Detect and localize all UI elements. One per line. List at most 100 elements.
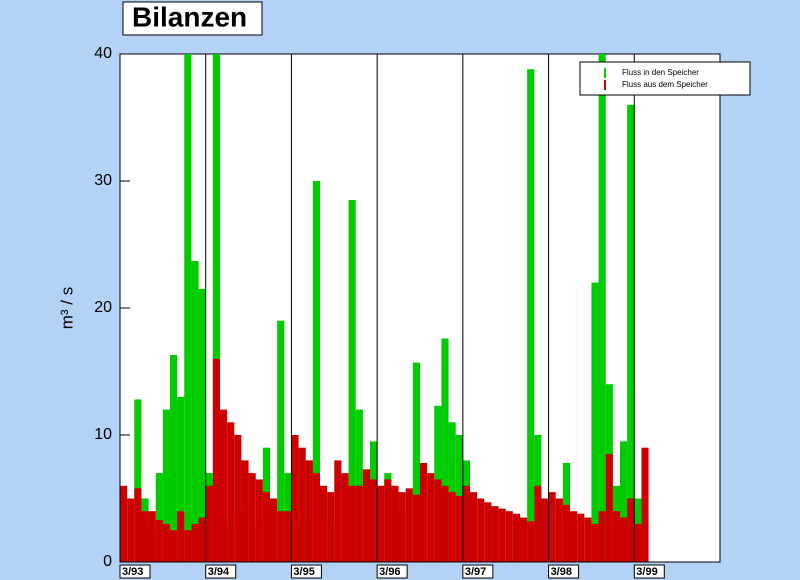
bar [177,511,185,562]
bar [398,492,406,562]
bar [470,492,478,562]
bar [605,454,613,562]
bar [477,498,485,562]
bar [248,473,256,562]
bar [462,485,470,562]
bar [277,511,285,562]
y-tick-label: 10 [94,426,112,443]
x-label-box [548,564,580,579]
bar [212,54,220,562]
x-tick-label: 3/94 [208,566,230,578]
bar [620,517,628,562]
bar [134,399,142,562]
bar [270,498,278,562]
bar [170,530,178,562]
x-tick-label: 3/93 [122,566,143,578]
bar [198,517,206,562]
bar [320,485,328,562]
bar [305,460,313,562]
bar [512,513,520,562]
bar [162,523,170,562]
bar [641,447,649,562]
bar [234,435,242,562]
bar [534,485,542,562]
bar [284,511,292,562]
bar [191,523,199,562]
y-tick-label: 40 [94,45,112,62]
bar [362,469,370,562]
bar [162,409,170,562]
x-label-box [633,564,665,579]
bar [562,504,570,562]
bar [141,511,149,562]
bar [620,441,628,562]
bar [527,521,535,562]
x-tick-label: 3/95 [293,566,314,578]
bar [370,479,378,562]
x-tick-label: 3/96 [379,566,400,578]
bar [555,498,563,562]
bar [327,492,335,562]
bar [627,498,635,562]
bar [155,473,163,562]
bar [498,508,506,562]
bar [405,488,413,562]
bar [277,320,285,562]
legend-label: Fluss in den Speicher [622,68,699,77]
bar [291,435,299,562]
y-tick-label: 20 [94,299,112,316]
bar [262,492,270,562]
bar [177,396,185,562]
bar [434,479,442,562]
bar [598,54,606,562]
bar [441,485,449,562]
bar [377,485,385,562]
bar [255,479,263,562]
y-axis-label: m³ / s [57,287,76,330]
y-tick-label: 0 [103,553,112,570]
legend-label: Fluss aus dem Speicher [622,80,708,89]
bar [391,485,399,562]
bar [198,288,206,562]
legend-box [579,61,751,96]
bar [155,520,163,562]
bar [298,447,306,562]
x-label-box [462,564,494,579]
bar [448,492,456,562]
bar [427,473,435,562]
bar [312,473,320,562]
x-label-box [119,564,151,579]
title-box [122,1,263,36]
bar [591,523,599,562]
chart-title: Bilanzen [132,1,247,32]
bar [212,358,220,562]
bar [412,362,420,562]
bar [334,460,342,562]
bar [520,517,528,562]
bar [148,511,156,562]
bar [312,181,320,562]
bar [134,488,142,562]
bar [170,354,178,562]
x-label-box [290,564,322,579]
bar [205,485,213,562]
bar [384,479,392,562]
bar [505,511,513,562]
bar [484,502,492,562]
bar [627,104,635,563]
bar [612,511,620,562]
bar [527,69,535,563]
bar [455,495,463,562]
bar [341,473,349,562]
bar [120,485,128,562]
bar [570,511,578,562]
bar [634,523,642,562]
bar [441,338,449,562]
x-tick-label: 3/97 [465,566,486,578]
bar [184,530,192,562]
bar [541,498,549,562]
bar [584,517,592,562]
x-tick-label: 3/99 [636,566,657,578]
bar [241,460,249,562]
